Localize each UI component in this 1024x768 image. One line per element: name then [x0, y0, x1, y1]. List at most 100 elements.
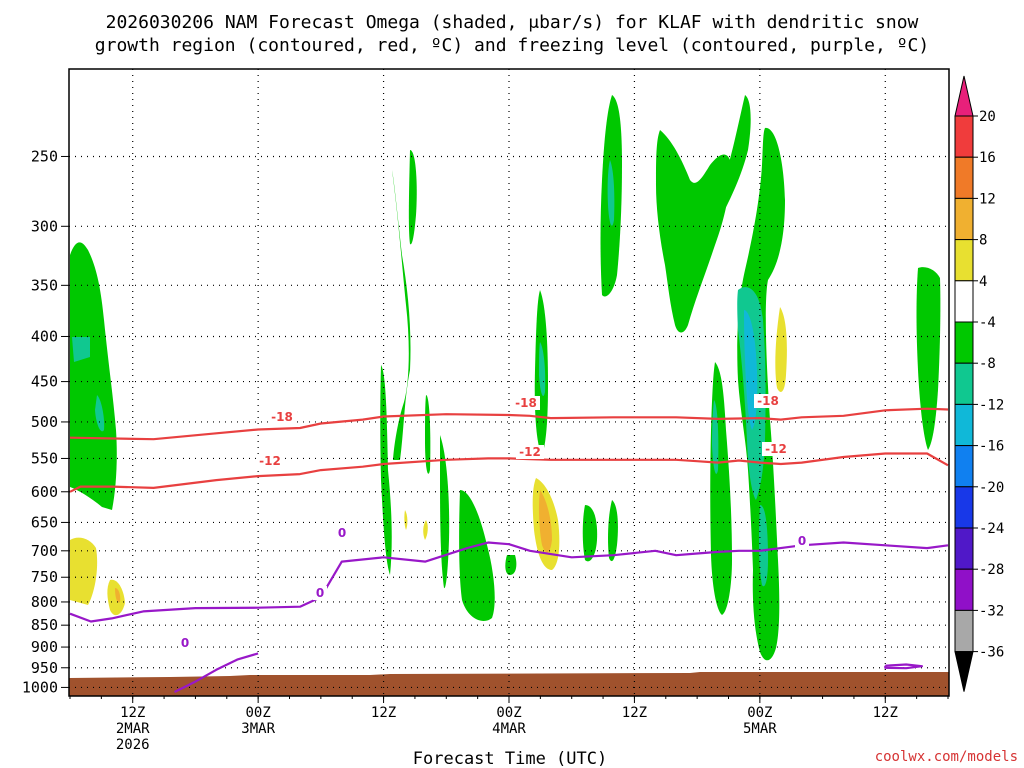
colorbar-label: 20	[979, 109, 996, 125]
omega-region	[775, 307, 787, 392]
colorbar-swatch	[954, 445, 974, 488]
colorbar: 20 16 12 8 4 -4 -8 -12 -16 -20 -24 -28 -32 -36	[954, 75, 1004, 692]
colorbar-swatch	[954, 115, 974, 158]
omega-region	[70, 242, 117, 510]
omega-region	[440, 435, 450, 589]
omega-region	[505, 555, 517, 575]
y-tick-label: 400	[31, 327, 58, 345]
y-tick-label: 250	[31, 147, 58, 165]
contour-label-dgz-top: -18	[271, 410, 293, 424]
y-tick-label: 500	[31, 413, 58, 431]
contour-labels: -18 -18 -18 -12 -12 -12 0 0 0 0	[178, 394, 809, 650]
colorbar-label: -4	[979, 315, 996, 331]
x-tick-label: 00Z	[496, 705, 521, 721]
omega-region	[744, 310, 758, 430]
omega-region	[423, 520, 428, 540]
colorbar-label: 12	[979, 191, 996, 207]
contour-label-dgz-bottom: -12	[519, 445, 541, 459]
y-tick-label: 900	[31, 638, 58, 656]
omega-region	[404, 510, 408, 530]
x-tick-label: 12Z	[873, 705, 898, 721]
credit-text: coolwx.com/models	[875, 749, 1018, 765]
omega-region	[72, 337, 90, 362]
contour-label-freezing: 0	[798, 534, 806, 548]
y-tick-label: 300	[31, 217, 58, 235]
contour-lines	[69, 407, 949, 693]
contour-line	[69, 407, 949, 441]
omega-region	[608, 500, 618, 562]
contour-label-dgz-top: -18	[757, 394, 779, 408]
x-tick-label: 4MAR	[492, 721, 526, 737]
colorbar-label: -8	[979, 356, 996, 372]
colorbar-label: 4	[979, 274, 987, 290]
omega-region	[70, 537, 98, 605]
colorbar-label: -36	[979, 645, 1004, 661]
omega-region	[539, 342, 546, 396]
colorbar-label: -16	[979, 439, 1004, 455]
colorbar-bottom-arrow	[954, 651, 974, 692]
x-tick-label: 12Z	[622, 705, 647, 721]
chart-title-line2: growth region (contoured, red, ºC) and f…	[95, 35, 929, 56]
omega-region	[538, 490, 552, 553]
colorbar-swatch	[954, 362, 974, 405]
omega-region	[916, 267, 941, 450]
colorbar-swatch	[954, 486, 974, 529]
contour-label-freezing: 0	[338, 526, 346, 540]
y-axis: 250 300 350 400 450 500 550 600 650 700 750 800 850 9…	[22, 147, 69, 696]
x-tick-label: 2026	[116, 737, 150, 753]
colorbar-swatch	[954, 197, 974, 241]
omega-region	[408, 150, 417, 245]
chart-title-line1: 2026030206 NAM Forecast Omega (shaded, μ…	[106, 12, 919, 33]
x-tick-label: 12Z	[371, 705, 396, 721]
colorbar-label: 8	[979, 233, 987, 249]
y-tick-label: 550	[31, 449, 58, 467]
terrain-surface	[69, 672, 949, 696]
colorbar-label: -32	[979, 603, 1004, 619]
contour-line	[174, 652, 259, 693]
omega-region	[607, 160, 615, 226]
y-tick-label: 850	[31, 616, 58, 634]
x-tick-label: 00Z	[747, 705, 772, 721]
colorbar-label: -24	[979, 521, 1004, 537]
colorbar-swatch	[954, 280, 974, 323]
colorbar-label: -20	[979, 480, 1004, 496]
colorbar-swatch	[954, 568, 974, 611]
y-tick-label: 350	[31, 276, 58, 294]
omega-region	[758, 505, 768, 587]
colorbar-label: -28	[979, 562, 1004, 578]
colorbar-swatch	[954, 527, 974, 570]
colorbar-label: -12	[979, 397, 1004, 413]
omega-region	[656, 130, 731, 333]
contour-line	[884, 663, 923, 670]
y-tick-label: 650	[31, 513, 58, 531]
x-tick-label: 12Z	[120, 705, 145, 721]
y-tick-label: 700	[31, 542, 58, 560]
x-axis-title: Forecast Time (UTC)	[413, 749, 607, 768]
x-tick-label: 5MAR	[743, 721, 777, 737]
omega-region	[582, 505, 598, 562]
x-tick-label: 2MAR	[116, 721, 150, 737]
colorbar-swatch	[954, 239, 974, 282]
omega-region	[459, 490, 495, 621]
contour-label-freezing: 0	[181, 636, 189, 650]
omega-region	[115, 588, 121, 603]
contour-line	[69, 452, 949, 493]
contour-label-dgz-top: -18	[515, 396, 537, 410]
y-tick-label: 750	[31, 568, 58, 586]
x-tick-label: 00Z	[245, 705, 270, 721]
colorbar-swatch	[954, 156, 974, 199]
colorbar-swatch	[954, 403, 974, 447]
y-tick-label: 800	[31, 593, 58, 611]
x-tick-label: 3MAR	[241, 721, 275, 737]
omega-region	[719, 95, 751, 215]
contour-label-dgz-bottom: -12	[259, 454, 281, 468]
colorbar-swatch	[954, 321, 974, 364]
y-tick-label: 600	[31, 483, 58, 501]
y-tick-label: 950	[31, 659, 58, 677]
colorbar-label: 16	[979, 150, 996, 166]
contour-label-freezing: 0	[316, 586, 324, 600]
contour-line	[69, 541, 949, 623]
contour-label-dgz-bottom: -12	[765, 442, 787, 456]
